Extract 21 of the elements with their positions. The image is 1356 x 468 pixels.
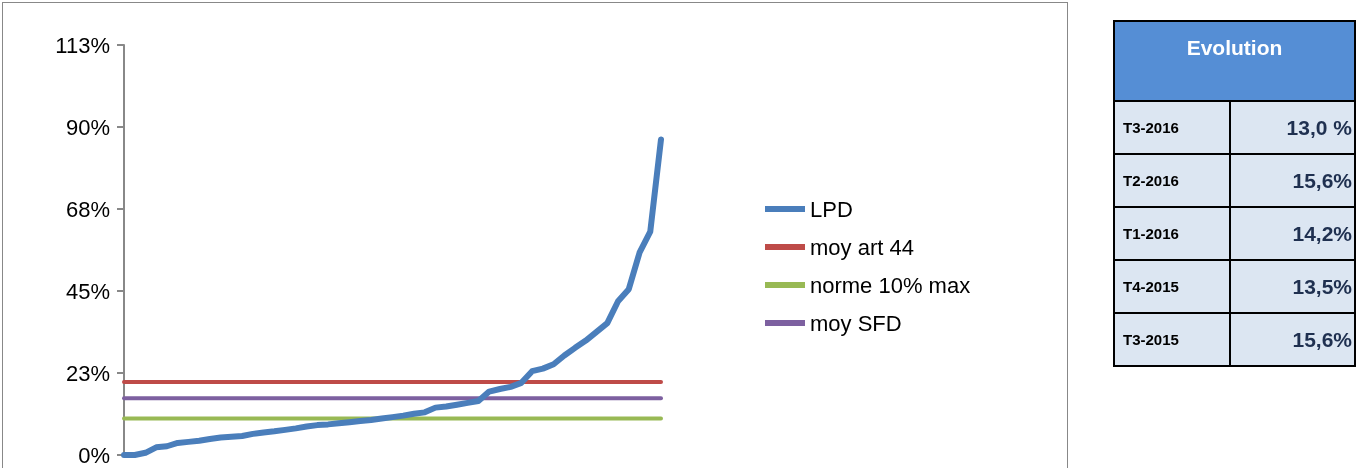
legend-label: moy art 44 [810, 234, 914, 260]
y-tick-label: 0% [78, 442, 110, 468]
y-tick-label: 23% [65, 360, 110, 386]
y-tick-label: 45% [65, 278, 110, 304]
text: 13,0 % [1286, 115, 1352, 139]
y-tick-label: 113% [55, 32, 110, 58]
category-label: T3-2015 [1114, 313, 1230, 366]
text: 13,5% [1292, 274, 1352, 298]
text: 15,6% [1292, 168, 1352, 192]
text: 14,2% [1292, 221, 1352, 245]
legend-label: LPD [810, 196, 853, 222]
y-tick-label: 68% [65, 196, 110, 222]
text: 15,6% [1292, 327, 1352, 351]
category-label: T2-2016 [1114, 154, 1230, 207]
category-label: T1-2016 [1114, 207, 1230, 260]
legend-label: moy SFD [810, 310, 902, 336]
text: Evolution [1114, 21, 1355, 101]
y-tick-label: 90% [65, 114, 110, 140]
category-label: T4-2015 [1114, 260, 1230, 313]
legend-label: norme 10% max [810, 272, 971, 298]
category-label: T3-2016 [1114, 101, 1230, 154]
